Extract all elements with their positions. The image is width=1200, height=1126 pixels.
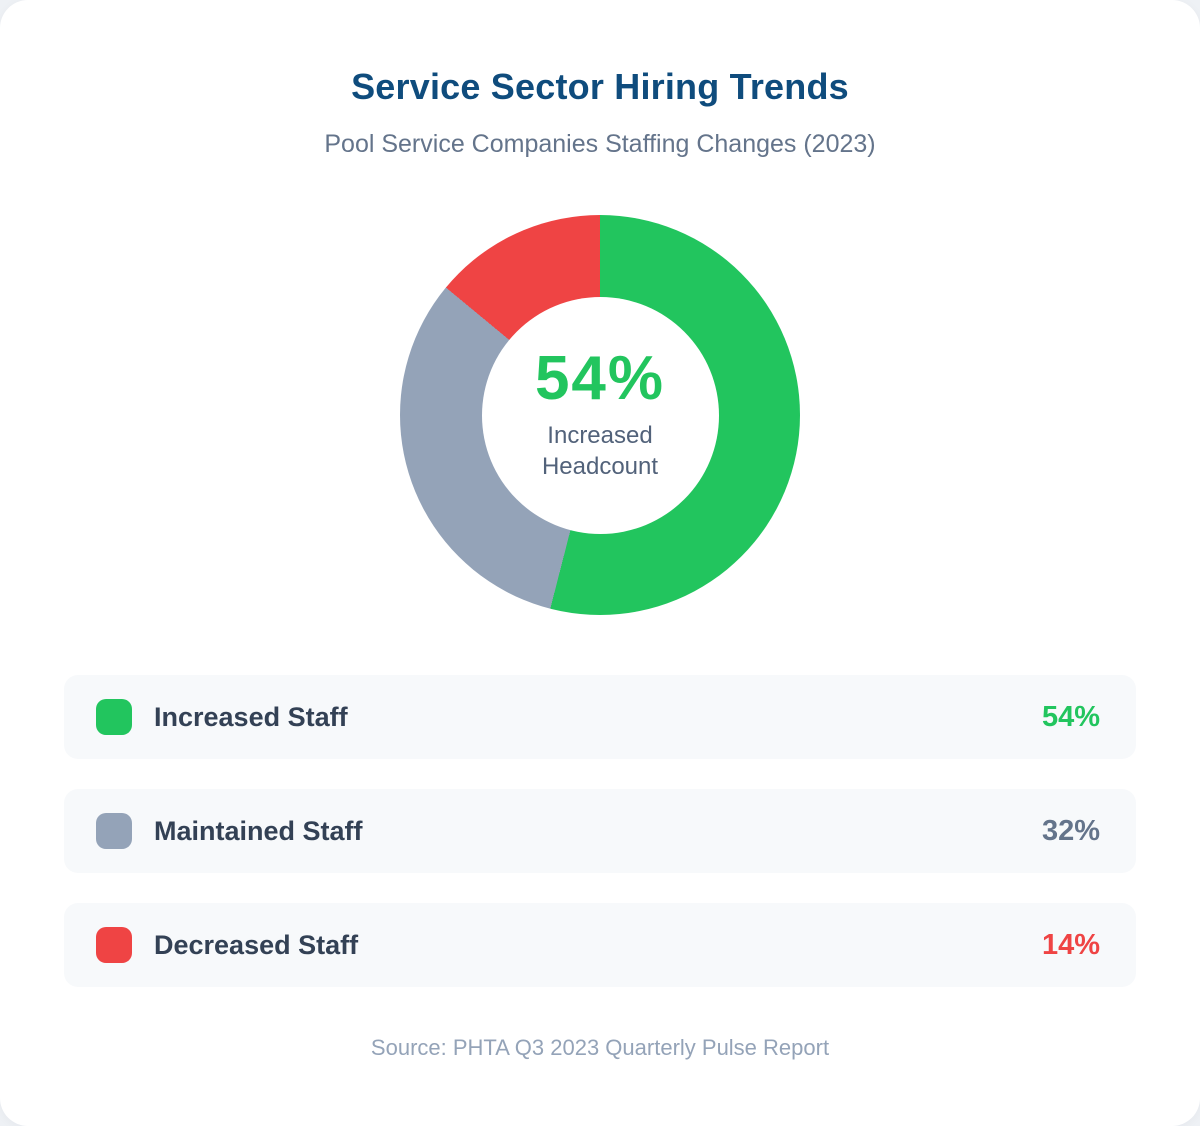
legend: Increased Staff 54% Maintained Staff 32%… bbox=[64, 675, 1136, 987]
page-title: Service Sector Hiring Trends bbox=[351, 66, 849, 107]
legend-value: 32% bbox=[1041, 814, 1100, 847]
page-subtitle: Pool Service Companies Staffing Changes … bbox=[324, 130, 876, 158]
increased-swatch-icon bbox=[96, 699, 132, 735]
source-caption: Source: PHTA Q3 2023 Quarterly Pulse Rep… bbox=[370, 1035, 830, 1060]
legend-label: Increased Staff bbox=[154, 701, 348, 732]
donut-chart: 54% Increased Headcount bbox=[400, 215, 800, 615]
legend-label: Maintained Staff bbox=[154, 815, 363, 846]
legend-value: 14% bbox=[1041, 928, 1100, 961]
legend-row-decreased: Decreased Staff 14% bbox=[64, 903, 1136, 987]
legend-row-increased: Increased Staff 54% bbox=[64, 675, 1136, 759]
donut-center-label-line1: Increased bbox=[547, 421, 653, 449]
donut-center: 54% Increased Headcount bbox=[481, 296, 719, 534]
legend-label: Decreased Staff bbox=[154, 929, 359, 960]
decreased-swatch-icon bbox=[96, 927, 132, 963]
legend-value: 54% bbox=[1041, 700, 1100, 733]
legend-row-maintained: Maintained Staff 32% bbox=[64, 789, 1136, 873]
donut-center-label-line2: Headcount bbox=[541, 453, 659, 480]
maintained-swatch-icon bbox=[96, 813, 132, 849]
donut-center-label: Increased Headcount bbox=[542, 420, 658, 482]
donut-center-value: 54% bbox=[534, 343, 666, 413]
